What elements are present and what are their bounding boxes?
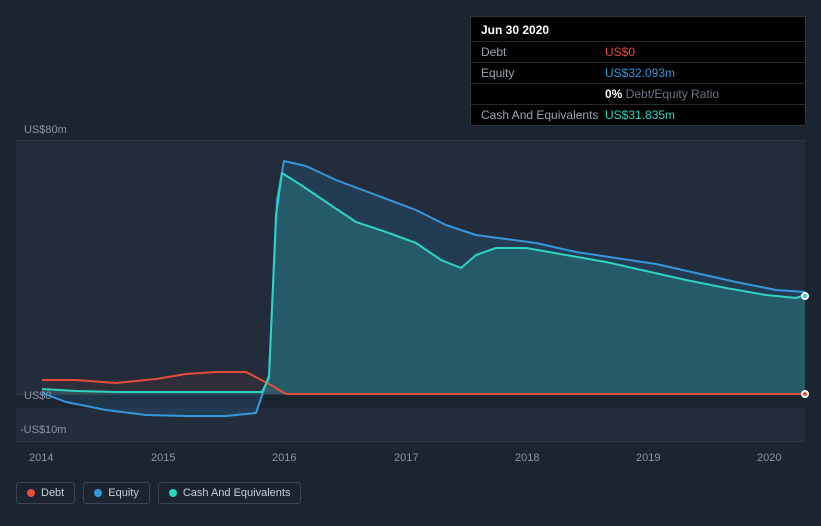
tooltip-value: 0% Debt/Equity Ratio — [605, 87, 795, 101]
chart-tooltip: Jun 30 2020 Debt US$0 Equity US$32.093m … — [470, 16, 806, 126]
tooltip-value: US$0 — [605, 45, 795, 59]
tooltip-value: US$31.835m — [605, 108, 795, 122]
tooltip-value: US$32.093m — [605, 66, 795, 80]
tooltip-key: Debt — [481, 45, 605, 59]
circle-icon — [27, 489, 35, 497]
x-tick-label: 2019 — [636, 452, 660, 464]
tooltip-row-ratio: 0% Debt/Equity Ratio — [471, 84, 805, 105]
tooltip-row-debt: Debt US$0 — [471, 42, 805, 63]
circle-icon — [94, 489, 102, 497]
legend-label: Cash And Equivalents — [183, 487, 291, 499]
legend-item-cash[interactable]: Cash And Equivalents — [158, 482, 302, 504]
circle-icon — [169, 489, 177, 497]
legend-label: Equity — [108, 487, 139, 499]
chart-legend: Debt Equity Cash And Equivalents — [16, 482, 301, 504]
series-end-marker-debt — [801, 390, 809, 398]
financials-chart: US$80m US$0 -US$10m 2014 2015 2016 2017 … — [0, 0, 821, 526]
tooltip-date: Jun 30 2020 — [471, 17, 805, 42]
tooltip-key: Equity — [481, 66, 605, 80]
legend-item-equity[interactable]: Equity — [83, 482, 150, 504]
tooltip-row-cash: Cash And Equivalents US$31.835m — [471, 105, 805, 125]
legend-label: Debt — [41, 487, 64, 499]
tooltip-row-equity: Equity US$32.093m — [471, 63, 805, 84]
y-tick-label: US$80m — [24, 124, 67, 136]
x-tick-label: 2015 — [151, 452, 175, 464]
legend-item-debt[interactable]: Debt — [16, 482, 75, 504]
x-tick-label: 2020 — [757, 452, 781, 464]
tooltip-key — [481, 87, 605, 101]
x-tick-label: 2018 — [515, 452, 539, 464]
ratio-label: Debt/Equity Ratio — [622, 87, 719, 101]
x-tick-label: 2014 — [29, 452, 53, 464]
tooltip-key: Cash And Equivalents — [481, 108, 605, 122]
ratio-percent: 0% — [605, 87, 622, 101]
x-tick-label: 2016 — [272, 452, 296, 464]
series-end-marker-cash — [801, 292, 809, 300]
series-fill-cash — [42, 173, 805, 394]
gridline — [16, 441, 805, 442]
chart-svg[interactable] — [16, 140, 805, 441]
x-tick-label: 2017 — [394, 452, 418, 464]
